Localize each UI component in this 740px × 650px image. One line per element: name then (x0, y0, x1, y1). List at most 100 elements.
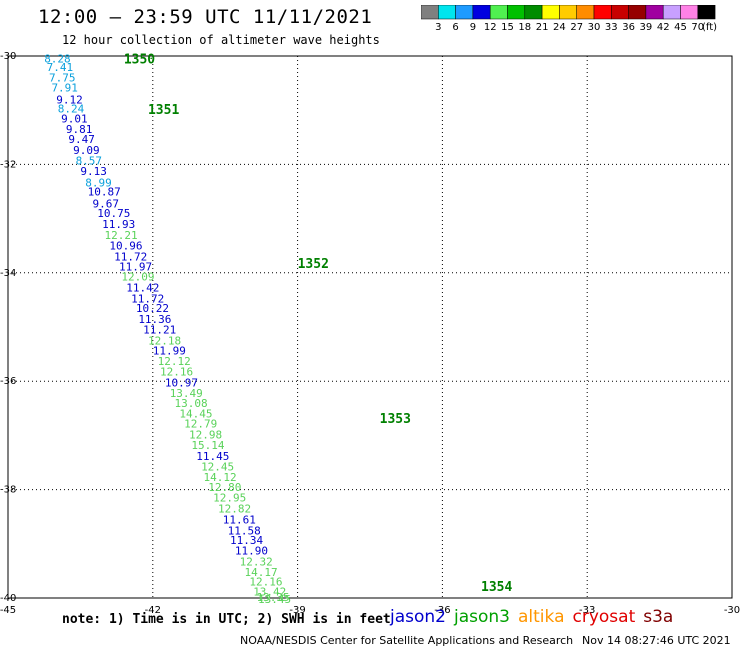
mission-legend: jason2 jason3 altika cryosat s3a (390, 607, 681, 627)
wave-height-reading: 9.13 (80, 165, 107, 178)
latitude-tick-label: -30 (0, 51, 16, 62)
latitude-tick-label: -38 (0, 485, 16, 496)
wave-height-reading: 12.16 (249, 576, 282, 589)
page-subtitle: 12 hour collection of altimeter wave hei… (62, 33, 380, 47)
wave-height-reading: 15.14 (191, 439, 224, 452)
wave-height-reading: 9.12 (56, 93, 82, 106)
page-title: 12:00 – 23:59 UTC 11/11/2021 (38, 6, 373, 28)
wave-height-reading: 12.80 (208, 481, 241, 494)
wave-height-reading: 13.42 (253, 585, 286, 598)
wave-height-reading: 13.08 (175, 397, 208, 410)
pass-number-label: 1350 (124, 53, 155, 68)
legend-label: 6 (452, 22, 458, 33)
pass-number-label: 1353 (380, 412, 411, 427)
wave-height-reading: 11.42 (126, 281, 159, 294)
wave-height-reading: 12.32 (240, 556, 273, 569)
wave-height-reading: 10.96 (109, 240, 142, 253)
legend-label: 42 (657, 22, 670, 33)
wave-height-reading: 9.09 (73, 144, 100, 157)
wave-height-reading: 11.72 (114, 251, 147, 264)
wave-height-color-legend: 3 6 9 12 15 18 21 24 27 30 33 36 39 42 45 70(ft) (421, 5, 717, 33)
wave-height-reading: 12.12 (158, 355, 191, 368)
wave-height-reading: 13.49 (170, 387, 203, 400)
wave-height-reading: 11.36 (138, 313, 171, 326)
wave-height-reading: 13.35 (257, 591, 290, 604)
legend-label: 15 (501, 22, 514, 33)
mission-s3a: s3a (643, 607, 674, 627)
legend-label: 21 (536, 22, 549, 33)
wave-height-reading: 11.34 (230, 534, 263, 547)
wave-height-reading: 10.75 (97, 207, 130, 220)
longitude-tick-label: -33 (579, 605, 595, 616)
wave-height-reading: 12.09 (121, 271, 154, 284)
latitude-tick-label: -36 (0, 376, 16, 387)
legend-label: 27 (570, 22, 583, 33)
wave-height-reading: 8.28 (44, 53, 70, 66)
legend-label: 3 (435, 22, 441, 33)
mission-jason3: jason3 (454, 607, 510, 627)
legend-label: 36 (622, 22, 635, 33)
longitude-tick-label: -36 (434, 605, 450, 616)
longitude-tick-label: -39 (289, 605, 305, 616)
legend-unit: (ft) (702, 22, 717, 33)
legend-label: 24 (553, 22, 566, 33)
credit-text: NOAA/NESDIS Center for Satellite Applica… (240, 634, 574, 647)
mission-jason2: jason2 (390, 607, 446, 627)
wave-height-reading: 8.24 (58, 103, 85, 116)
wave-height-reading: 11.61 (223, 513, 256, 526)
wave-height-reading: 11.21 (143, 324, 176, 337)
wave-height-reading: 11.58 (228, 524, 261, 537)
wave-height-reading: 12.95 (213, 492, 246, 505)
map-frame (7, 55, 733, 599)
legend-label: 39 (640, 22, 653, 33)
pass-number-label: 1354 (481, 580, 512, 595)
wave-height-reading: 12.45 (201, 460, 234, 473)
wave-height-reading: 12.98 (189, 428, 222, 441)
mission-cryosat: cryosat (572, 607, 636, 627)
wave-height-reading: 8.99 (85, 176, 112, 189)
longitude-tick-label: -45 (0, 605, 16, 616)
wave-height-reading: 11.72 (131, 292, 164, 305)
latitude-tick-label: -34 (0, 268, 16, 279)
wave-height-reading: 9.47 (68, 133, 95, 146)
legend-label: 70 (691, 22, 704, 33)
wave-height-reading: 12.18 (148, 335, 181, 348)
wave-height-reading: 11.90 (235, 544, 268, 557)
wave-height-reading: 11.97 (119, 260, 152, 273)
latitude-tick-label: -32 (0, 159, 16, 170)
wave-height-reading: 9.81 (66, 123, 93, 136)
legend-label: 30 (588, 22, 601, 33)
wave-height-reading: 10.87 (88, 186, 121, 199)
longitude-tick-label: -42 (145, 605, 161, 616)
legend-label: 33 (605, 22, 618, 33)
wave-height-reading: 10.22 (136, 302, 169, 315)
credit-date: Nov 14 08:27:46 UTC 2021 (582, 634, 731, 647)
wave-height-reading: 7.41 (47, 61, 74, 74)
legend-label: 9 (470, 22, 476, 33)
legend-label: 12 (484, 22, 497, 33)
wave-height-reading: 12.82 (218, 503, 251, 516)
footer-note: note: 1) Time is in UTC; 2) SWH is in fe… (62, 612, 391, 627)
legend-label: 18 (518, 22, 531, 33)
longitude-tick-label: -30 (724, 605, 740, 616)
wave-height-reading: 9.01 (61, 112, 88, 125)
legend-swatch (697, 5, 716, 20)
wave-height-reading: 9.67 (92, 197, 119, 210)
pass-number-label: 1351 (148, 103, 179, 118)
wave-height-reading: 8.57 (76, 155, 103, 168)
wave-height-reading: 10.97 (165, 376, 198, 389)
wave-height-reading: 12.21 (105, 229, 138, 242)
wave-height-reading: 12.79 (184, 417, 217, 430)
wave-height-reading: 7.91 (51, 81, 78, 94)
wave-height-reading: 12.16 (160, 365, 193, 378)
mission-altika: altika (518, 607, 565, 627)
wave-height-reading: 14.17 (245, 566, 278, 579)
wave-height-reading: 13.45 (258, 593, 291, 606)
wave-height-reading: 7.75 (49, 72, 76, 85)
pass-number-label: 1352 (298, 257, 329, 272)
latitude-tick-label: -40 (0, 593, 16, 604)
wave-height-reading: 11.99 (153, 344, 186, 357)
wave-height-reading: 11.93 (102, 218, 135, 231)
wave-height-reading: 14.45 (179, 408, 212, 421)
